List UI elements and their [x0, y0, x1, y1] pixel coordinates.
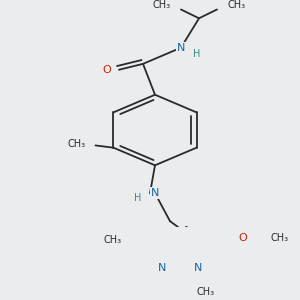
Text: H: H: [193, 49, 201, 58]
Text: CH₃: CH₃: [227, 0, 245, 10]
Text: CH₃: CH₃: [153, 0, 171, 10]
Text: CH₃: CH₃: [103, 235, 122, 245]
Text: N: N: [151, 188, 159, 198]
Text: N: N: [194, 263, 202, 273]
Text: O: O: [102, 65, 111, 75]
Text: CH₃: CH₃: [271, 233, 289, 243]
Text: CH₃: CH₃: [196, 287, 215, 297]
Text: N: N: [177, 43, 185, 53]
Text: O: O: [238, 233, 247, 243]
Text: H: H: [134, 193, 142, 202]
Text: N: N: [158, 263, 166, 273]
Text: CH₃: CH₃: [67, 139, 86, 149]
